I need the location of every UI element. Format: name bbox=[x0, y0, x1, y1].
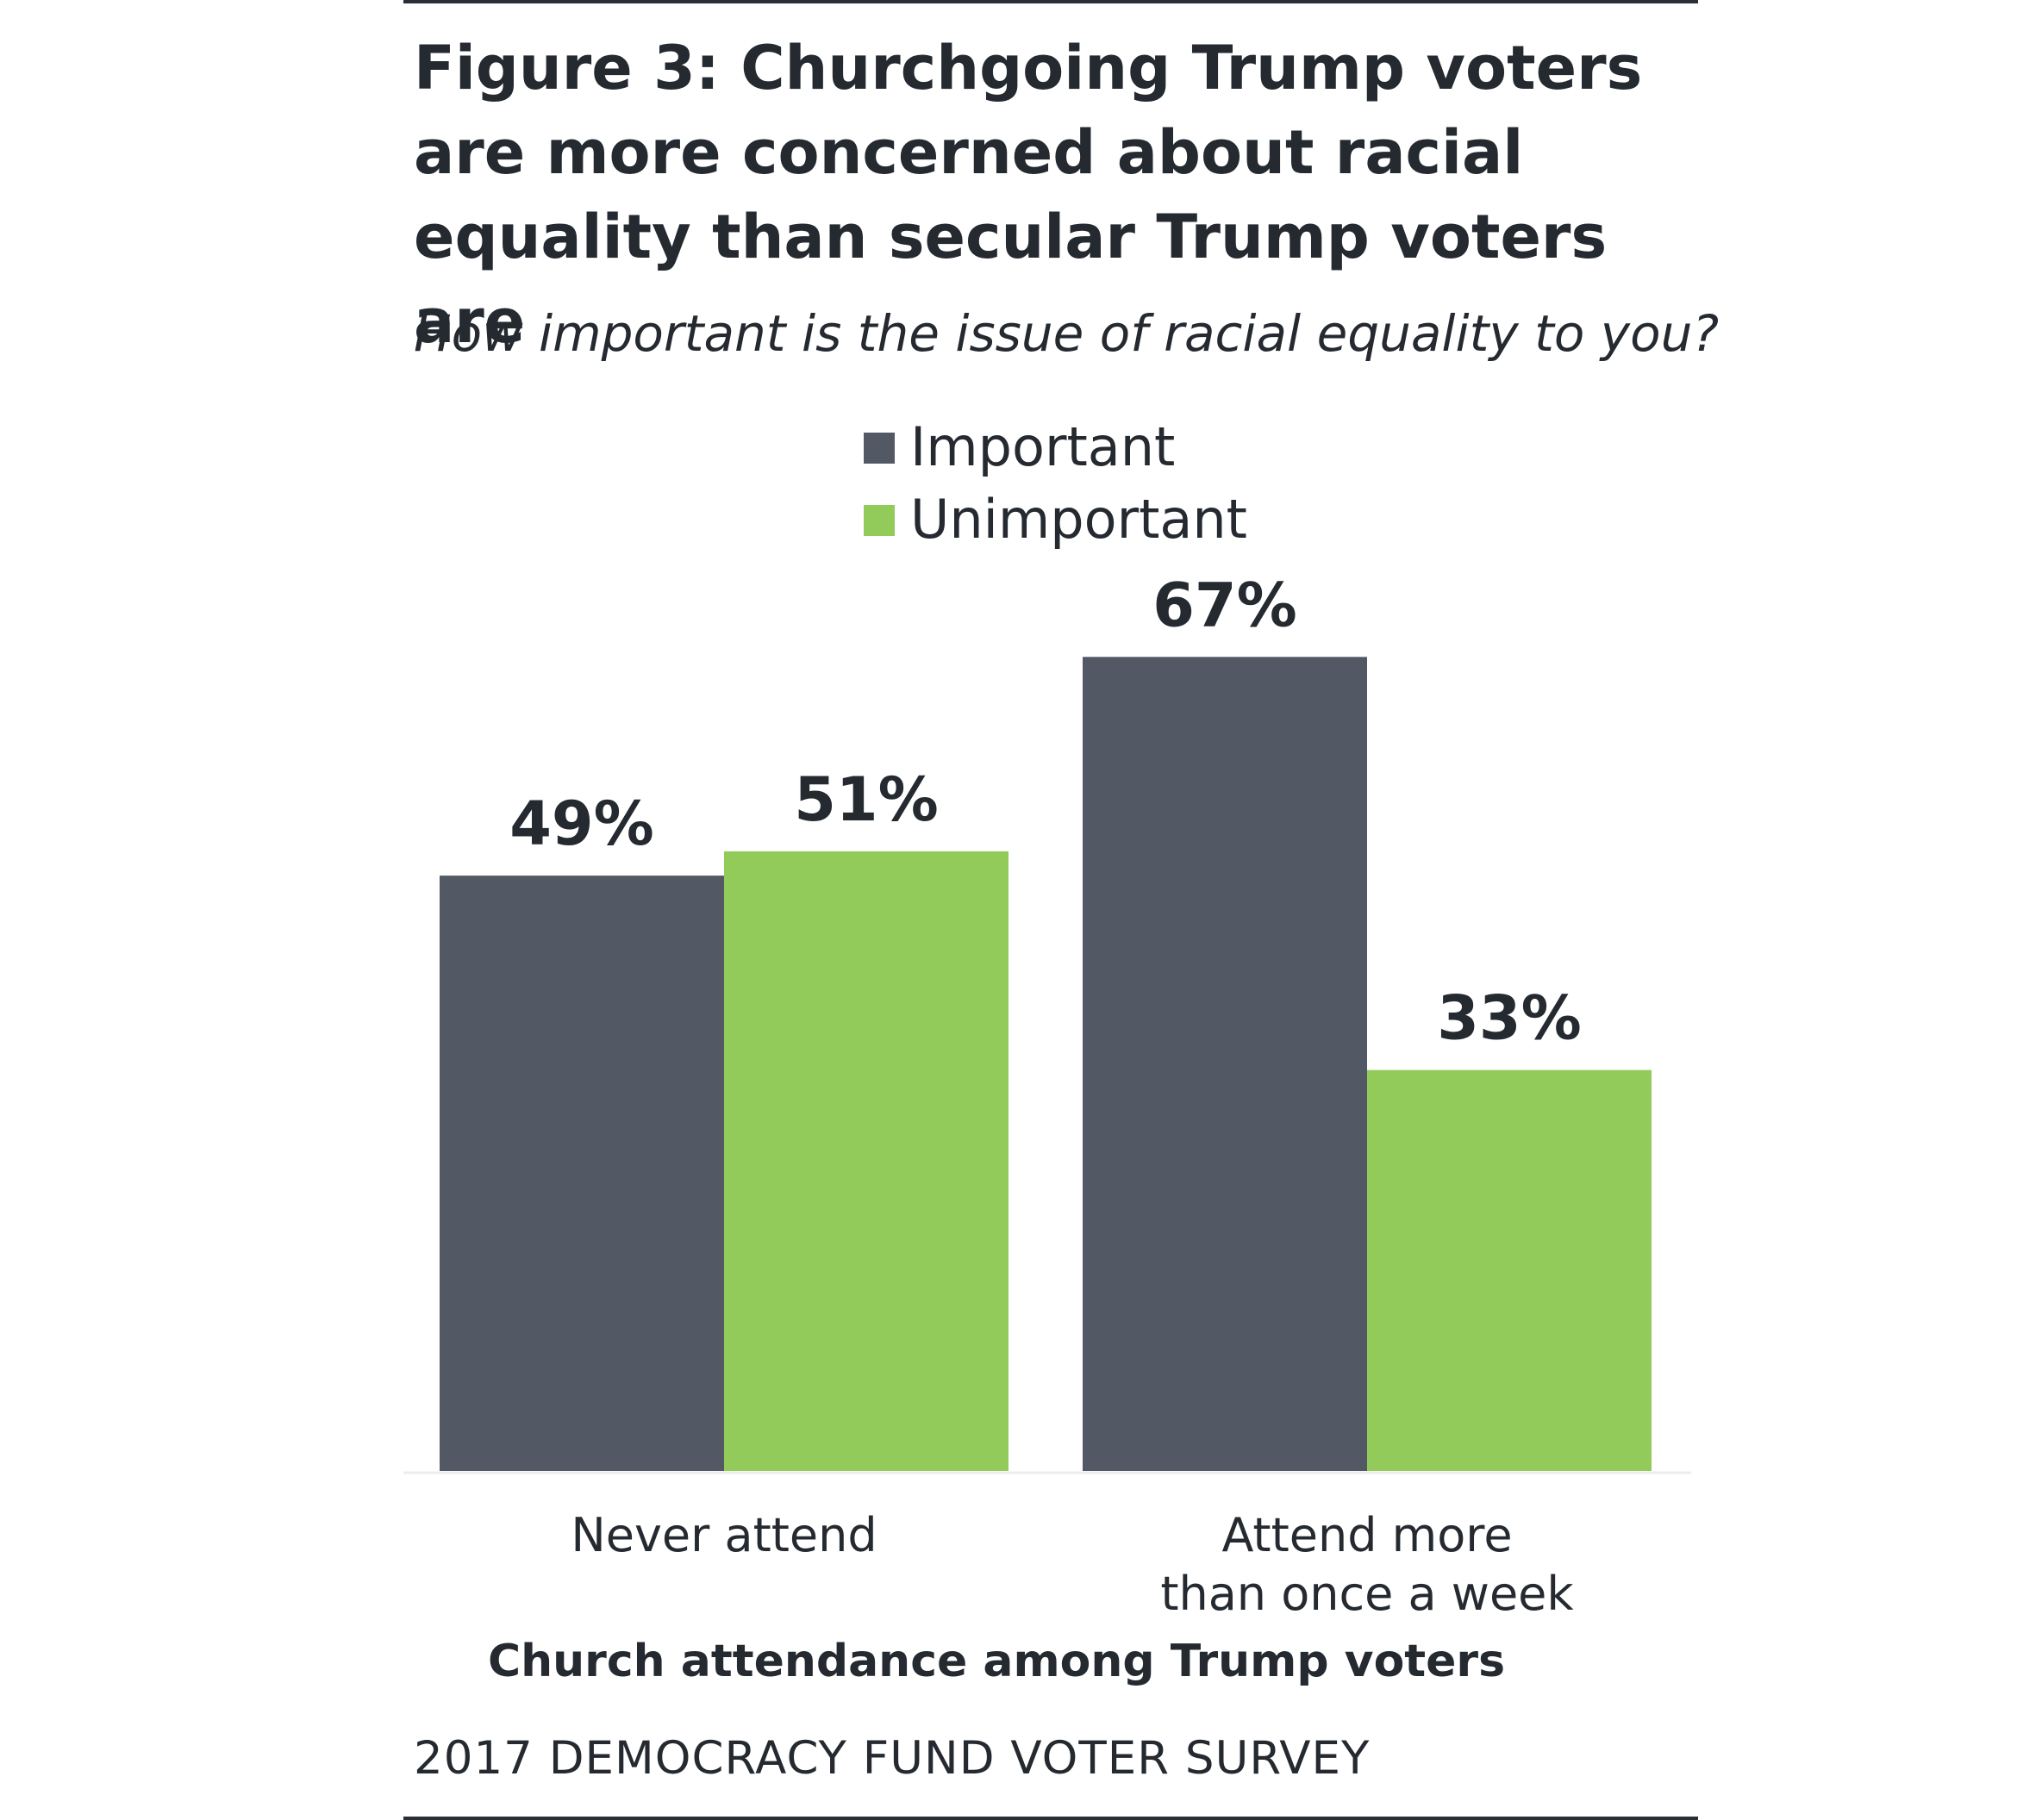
bottom-rule bbox=[403, 1817, 1698, 1820]
value-label-important-1: 67% bbox=[1152, 570, 1297, 640]
bar-unimportant-1 bbox=[1367, 1069, 1652, 1471]
category-label-line: Never attend bbox=[571, 1508, 877, 1562]
legend-swatch-unimportant bbox=[864, 505, 895, 536]
bars bbox=[440, 657, 1652, 1471]
chart-title: Figure 3: Churchgoing Trump voters are m… bbox=[414, 33, 1643, 357]
category-label-line: Attend more bbox=[1221, 1508, 1512, 1562]
bar-important-0 bbox=[440, 876, 724, 1471]
legend-label-important: Important bbox=[910, 415, 1175, 478]
value-label-unimportant-0: 51% bbox=[794, 764, 939, 835]
x-axis-title: Church attendance among Trump voters bbox=[488, 1636, 1505, 1687]
source-note: 2017 DEMOCRACY FUND VOTER SURVEY bbox=[414, 1732, 1371, 1785]
category-label-1: Attend more than once a week bbox=[1160, 1508, 1574, 1621]
bar-important-1 bbox=[1083, 657, 1367, 1471]
value-label-unimportant-1: 33% bbox=[1437, 983, 1582, 1054]
category-label-line: than once a week bbox=[1160, 1567, 1574, 1621]
top-rule bbox=[403, 0, 1698, 3]
legend-label-unimportant: Unimportant bbox=[910, 488, 1247, 551]
legend-swatch-important bbox=[864, 433, 895, 464]
chart-subtitle: How important is the issue of racial equ… bbox=[414, 304, 1720, 363]
value-label-important-0: 49% bbox=[509, 788, 654, 859]
legend: Important Unimportant bbox=[864, 415, 1247, 551]
value-labels: 49% 51% 67% 33% bbox=[509, 570, 1582, 1053]
category-labels: Never attend Attend more than once a week bbox=[571, 1508, 1574, 1621]
bar-unimportant-0 bbox=[724, 851, 1009, 1471]
category-label-0: Never attend bbox=[571, 1508, 877, 1562]
